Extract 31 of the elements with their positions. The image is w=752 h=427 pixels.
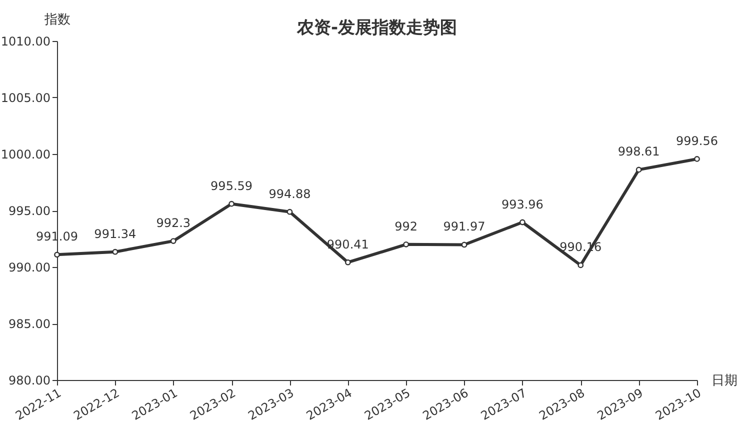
point: [520, 219, 526, 226]
point: [636, 166, 642, 173]
point: [228, 200, 234, 207]
y-tick-label: 1005.00: [0, 91, 50, 105]
data-label: 998.61: [618, 144, 660, 159]
point: [286, 208, 293, 215]
data-label: 995.59: [210, 178, 253, 193]
point: [344, 259, 351, 266]
y-tick-label: 985.00: [8, 317, 50, 331]
y-tick-label: 1010.00: [0, 34, 50, 48]
point: [170, 238, 176, 244]
chart-title: 农资-发展指数走势图: [296, 18, 458, 38]
x-axis-title: 日期: [712, 374, 738, 388]
point: [694, 156, 700, 162]
point: [461, 242, 468, 248]
y-tick-label: 990.00: [8, 260, 50, 274]
y-axis-title: 指数: [44, 12, 70, 28]
data-label: 991.34: [94, 226, 136, 241]
data-label: 991.97: [443, 220, 486, 234]
data-label: 994.88: [268, 186, 311, 201]
data-label: 999.56: [676, 134, 718, 148]
point: [112, 248, 118, 255]
data-label: 992: [394, 219, 418, 234]
point: [54, 252, 60, 258]
y-tick-label: 1000.00: [0, 148, 50, 162]
point: [578, 262, 584, 268]
data-label: 990.41: [326, 237, 369, 252]
data-label: 992.3: [156, 216, 191, 230]
y-tick-label: 980.00: [8, 374, 50, 388]
y-tick-label: 995.00: [8, 204, 50, 218]
data-label: 993.96: [501, 197, 544, 212]
